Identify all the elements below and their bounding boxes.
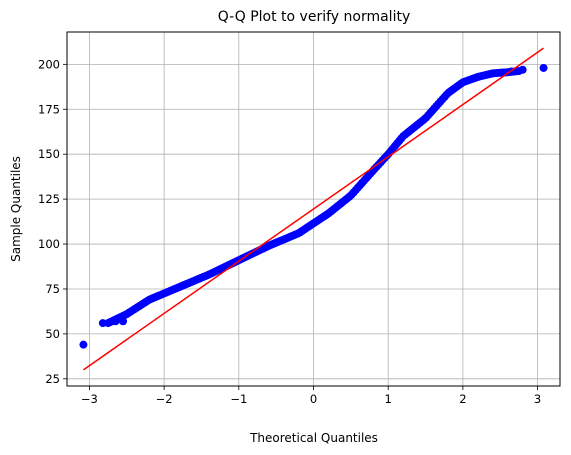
data-point bbox=[514, 66, 523, 75]
x-tick-label: 3 bbox=[534, 392, 541, 406]
reference-line-group bbox=[83, 47, 544, 371]
y-tick-label: 75 bbox=[45, 282, 60, 296]
x-axis-label: Theoretical Quantiles bbox=[249, 431, 378, 445]
axis-ticks: −3 −2 −1 0 1 2 3 25 50 75 100 125 150 175 200 bbox=[38, 57, 541, 406]
data-point bbox=[539, 63, 548, 72]
y-tick-label: 150 bbox=[38, 147, 60, 161]
data-points bbox=[79, 63, 548, 349]
x-tick-label: 0 bbox=[310, 392, 317, 406]
x-tick-label: −1 bbox=[230, 392, 247, 406]
y-axis-label: Sample Quantiles bbox=[9, 156, 23, 262]
x-tick-label: −2 bbox=[156, 392, 173, 406]
y-tick-label: 175 bbox=[38, 102, 60, 116]
data-point bbox=[79, 340, 88, 349]
y-tick-label: 200 bbox=[38, 57, 60, 71]
x-tick-label: 1 bbox=[385, 392, 392, 406]
y-tick-label: 125 bbox=[38, 192, 60, 206]
chart-title: Q-Q Plot to verify normality bbox=[218, 9, 410, 25]
plot-frame bbox=[66, 31, 561, 387]
grid-lines bbox=[67, 32, 560, 386]
reference-line bbox=[83, 47, 544, 371]
y-tick-label: 25 bbox=[45, 372, 60, 386]
x-tick-label: 2 bbox=[459, 392, 466, 406]
y-tick-label: 100 bbox=[38, 237, 60, 251]
y-tick-label: 50 bbox=[45, 327, 60, 341]
x-tick-label: −3 bbox=[81, 392, 98, 406]
